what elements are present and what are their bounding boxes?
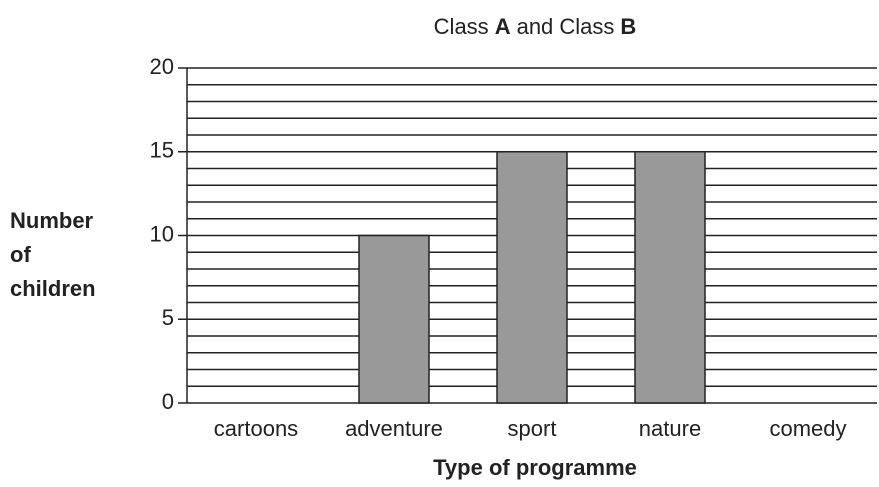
bar <box>358 234 430 404</box>
x-tick-label: adventure <box>345 416 443 441</box>
y-tick-label: 20 <box>150 54 174 79</box>
y-tick-label: 5 <box>162 305 174 330</box>
x-tick-label: comedy <box>769 416 846 441</box>
y-tick-label: 10 <box>150 221 174 246</box>
x-tick-label: sport <box>508 416 557 441</box>
title-part: B <box>620 14 636 39</box>
bar <box>496 151 568 404</box>
y-tick-label: 0 <box>162 389 174 414</box>
title-part: and Class <box>517 14 615 39</box>
title-part: A <box>495 14 511 39</box>
x-axis-label: Type of programme <box>433 455 637 480</box>
y-axis-label: children <box>10 276 96 301</box>
y-tick-label: 15 <box>150 138 174 163</box>
y-axis-label: of <box>10 242 31 267</box>
y-axis-label: Number <box>10 208 94 233</box>
title-part: Class <box>434 14 489 39</box>
x-tick-label: nature <box>639 416 701 441</box>
bar <box>634 151 706 404</box>
x-tick-label: cartoons <box>214 416 298 441</box>
